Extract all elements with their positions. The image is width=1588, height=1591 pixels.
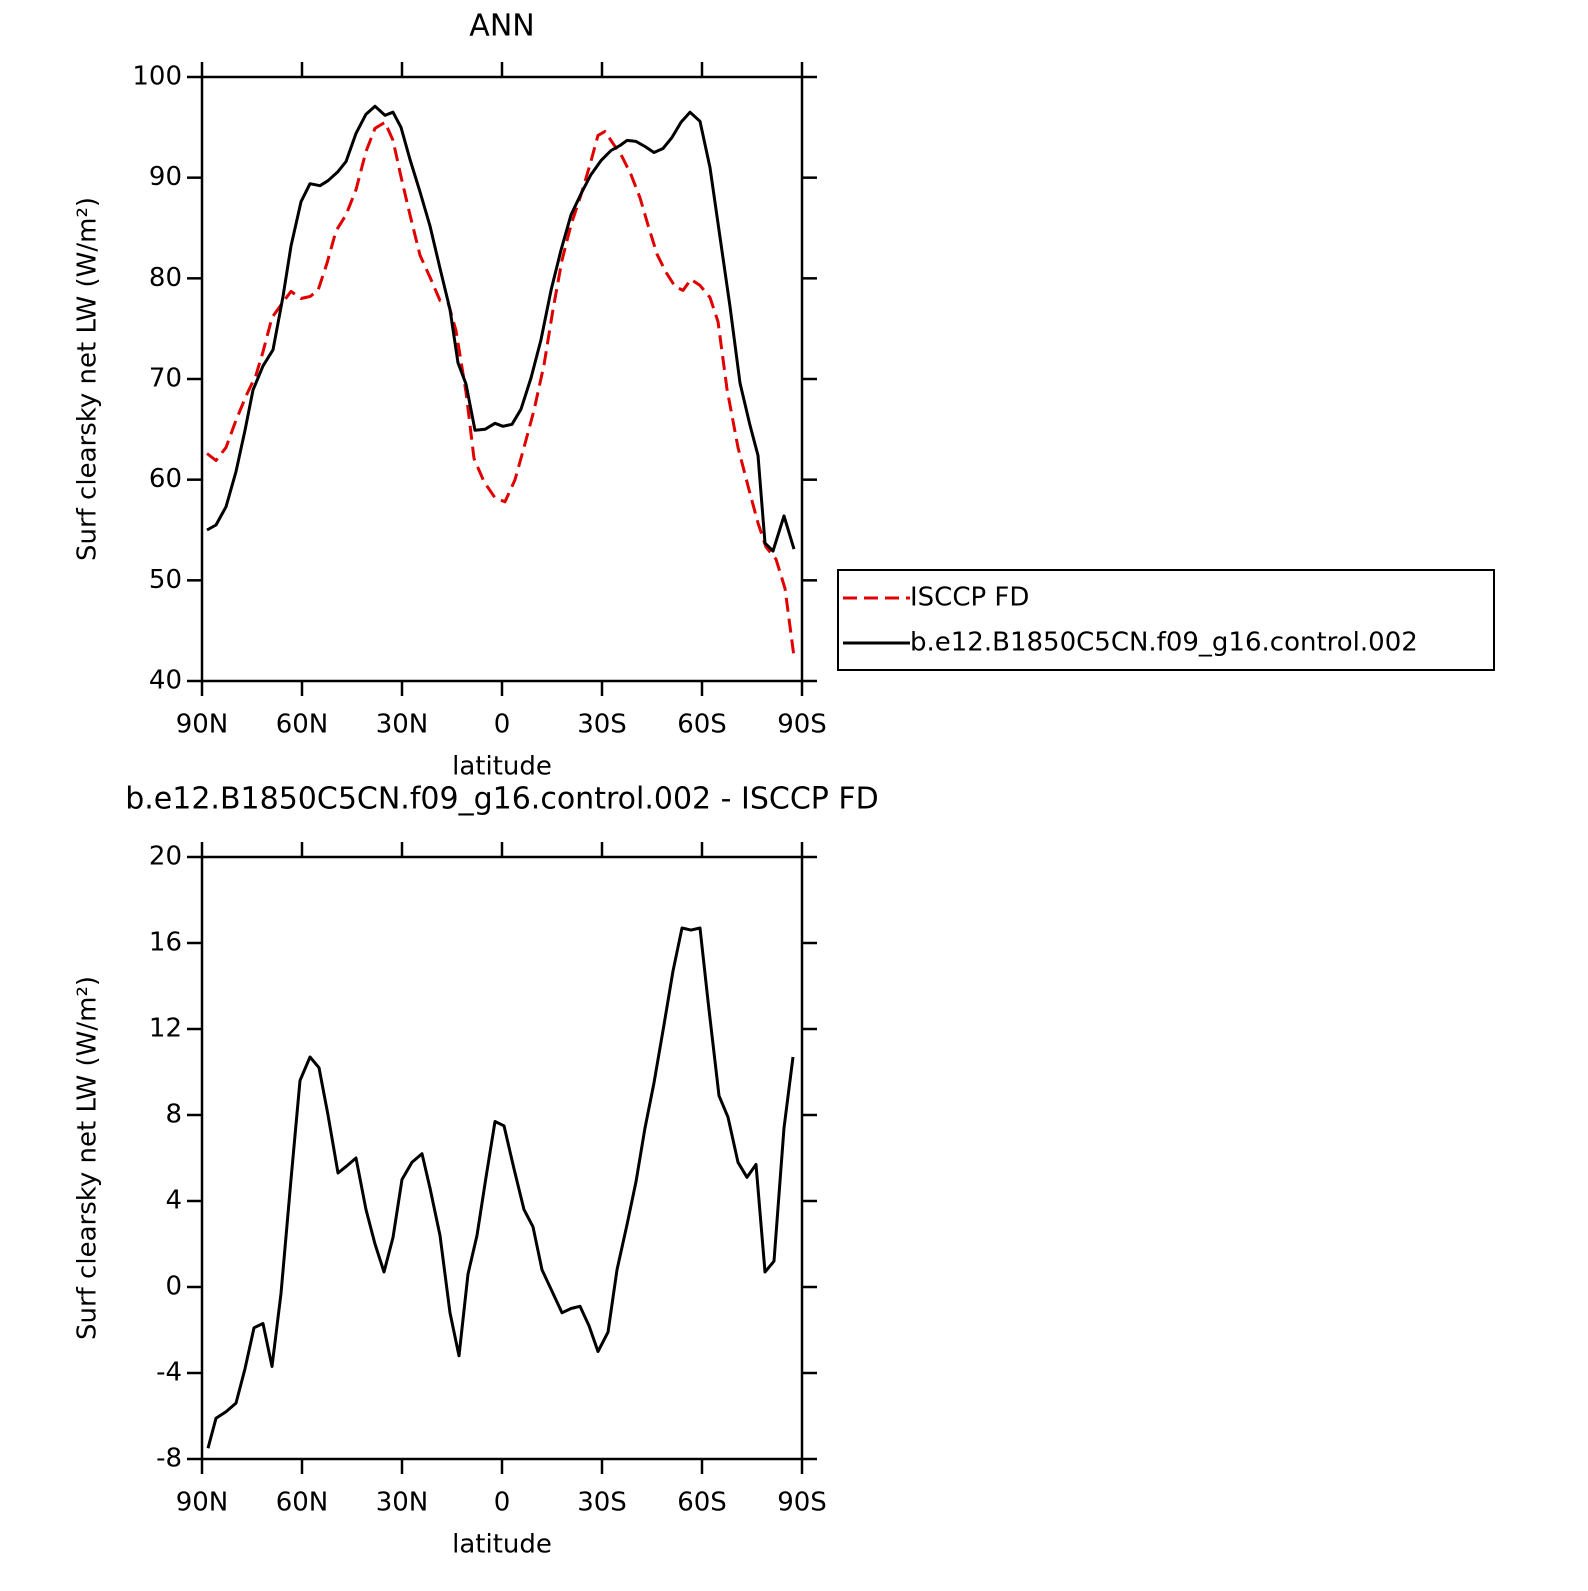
y-tick-label: 20 [149,842,182,872]
x-tick-label: 90S [777,1488,827,1518]
y-tick-label: 80 [149,263,182,293]
y-tick-label: 100 [132,62,182,92]
y-tick-label: -8 [156,1444,182,1474]
x-tick-label: 60S [677,710,727,740]
x-tick-label: 90N [176,1488,229,1518]
legend-label: ISCCP FD [910,583,1029,613]
x-tick-label: 0 [494,1488,511,1518]
x-tick-label: 60S [677,1488,727,1518]
x-tick-label: 90S [777,710,827,740]
y-tick-label: -4 [156,1358,182,1388]
x-tick-label: 30N [376,1488,429,1518]
x-tick-label: 60N [276,1488,329,1518]
legend-box [837,569,1495,671]
x-tick-label: 60N [276,710,329,740]
y-tick-label: 16 [149,928,182,958]
y-tick-label: 4 [165,1186,182,1216]
data-line [206,104,796,553]
x-tick-label: 30S [577,710,627,740]
plot-frame [200,75,804,683]
y-tick-label: 8 [165,1100,182,1130]
x-axis-label: latitude [452,1530,552,1560]
y-tick-label: 70 [149,364,182,394]
x-tick-label: 30N [376,710,429,740]
y-tick-label: 60 [149,464,182,494]
y-tick-label: 0 [165,1272,182,1302]
x-tick-label: 90N [176,710,229,740]
data-line [206,926,795,1449]
x-axis-label: latitude [452,752,552,782]
y-tick-label: 50 [149,565,182,595]
y-axis-label: Surf clearsky net LW (W/m²) [73,976,103,1340]
x-tick-label: 0 [494,710,511,740]
data-line [206,120,796,657]
legend-label: b.e12.B1850C5CN.f09_g16.control.002 [910,628,1418,658]
y-tick-label: 40 [149,666,182,696]
y-axis-label: Surf clearsky net LW (W/m²) [73,197,103,561]
chart-title: b.e12.B1850C5CN.f09_g16.control.002 - IS… [125,782,879,817]
y-tick-label: 12 [149,1014,182,1044]
chart-title: ANN [469,9,534,44]
y-tick-label: 90 [149,162,182,192]
x-tick-label: 30S [577,1488,627,1518]
